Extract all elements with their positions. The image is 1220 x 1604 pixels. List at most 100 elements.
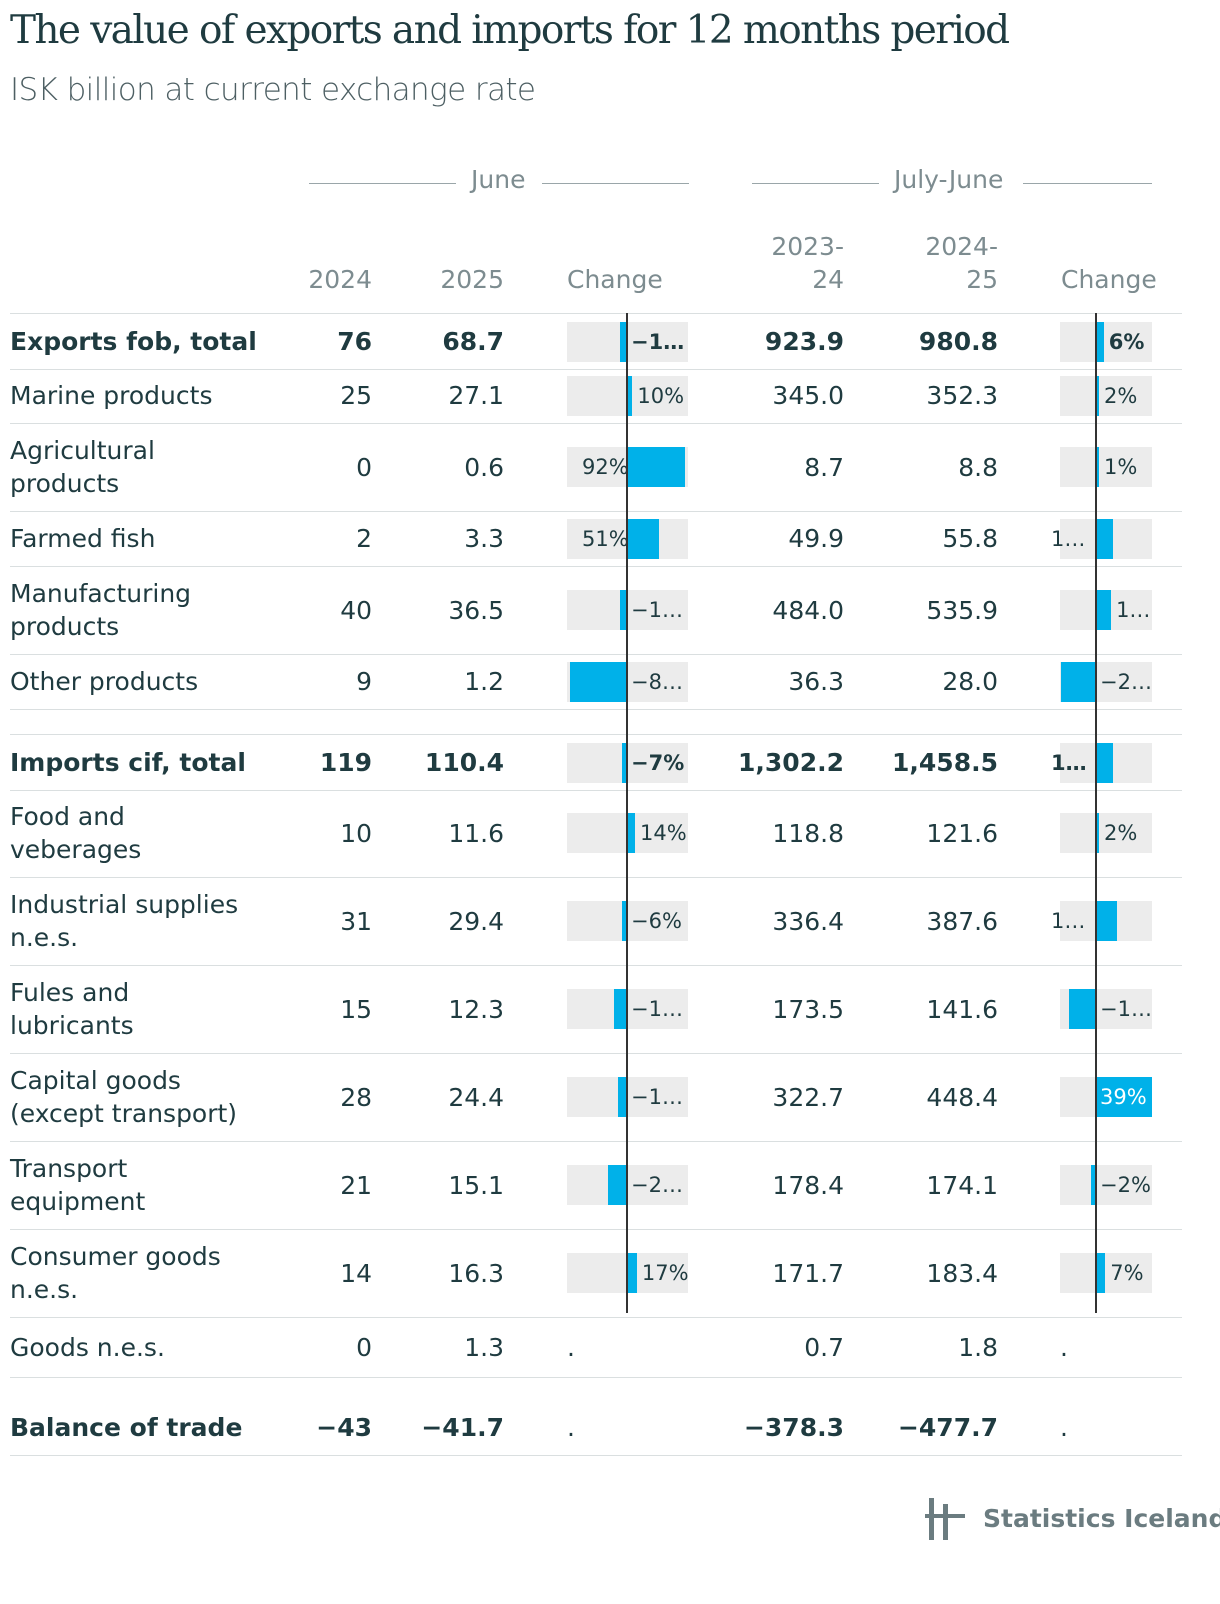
change-bar: [619, 321, 626, 362]
change-label: −7%: [631, 750, 685, 775]
cell-ytd-cur: 535.9: [926, 595, 998, 625]
row-label: Agricultural products: [10, 436, 155, 498]
change-label: 6%: [1108, 329, 1145, 354]
table-row: Industrial supplies n.e.s. 31 29.4 336.4 387…: [10, 877, 1182, 966]
group-rule: [752, 183, 879, 184]
change-label: 51%: [582, 526, 629, 551]
change-label: 10%: [637, 383, 685, 408]
change-cell: 6%: [1060, 321, 1152, 362]
cell-june-2025: 1.2: [464, 667, 504, 696]
cell-june-2024: −43: [316, 1413, 372, 1442]
change-bar: [626, 1253, 637, 1293]
change-label: −1…: [631, 329, 685, 354]
change-bar: [626, 375, 633, 416]
change-bar: [626, 518, 659, 559]
change-cell: −1…: [1060, 989, 1152, 1029]
statistics-iceland-logo-icon: [925, 1498, 965, 1540]
change-cell: −2…: [1060, 661, 1152, 702]
cell-june-2025: 1.3: [464, 1332, 504, 1362]
cell-ytd-cur: 174.1: [926, 1170, 998, 1200]
cell-ytd-prev: 322.7: [772, 1082, 844, 1112]
column-header-june-2024: 2024: [308, 265, 372, 294]
change-label: −1…: [1100, 997, 1152, 1021]
cell-ytd-prev: 8.7: [804, 452, 844, 482]
cell-june-2025: 27.1: [448, 381, 504, 410]
change-cell: 39%: [1060, 1077, 1152, 1117]
change-label: 2%: [1104, 383, 1138, 408]
row-label: Fules and lubricants: [10, 978, 134, 1040]
row-label: Exports fob, total: [10, 327, 257, 356]
table-row: Transport equipment 21 15.1 178.4 174.1 −2… −2…: [10, 1141, 1182, 1230]
change-bar: [622, 901, 626, 941]
row-label: Consumer goods n.e.s.: [10, 1242, 221, 1304]
cell-june-2024: 10: [340, 818, 372, 848]
change-bar: [1095, 590, 1112, 630]
table-row: Marine products 25 27.1 345.0 352.3 10% 2%: [10, 368, 1182, 424]
change-cell: −7%: [567, 742, 688, 783]
cell-ytd-cur: 28.0: [942, 667, 998, 696]
column-header-ytd-cur: 2024- 25: [925, 230, 998, 296]
change-label: −2…: [631, 1173, 683, 1197]
cell-ytd-prev: 178.4: [772, 1170, 844, 1200]
change-bar: [1095, 375, 1099, 416]
cell-ytd-cur: 8.8: [958, 452, 998, 482]
cell-ytd-prev: 171.7: [772, 1258, 844, 1288]
group-label-ytd: July-June: [894, 165, 1004, 194]
change-label: −1…: [631, 997, 683, 1021]
column-header-ytd-prev-line2: 24: [812, 265, 844, 294]
group-label-june: June: [471, 165, 526, 194]
cell-june-2024: 28: [340, 1082, 372, 1112]
table-row: Goods n.e.s. 0 1.3 0.7 1.8..: [10, 1317, 1182, 1378]
change-label: 17%: [641, 1261, 689, 1285]
change-bar: [621, 742, 626, 783]
change-bar: [1095, 901, 1117, 941]
cell-june-2025: 11.6: [448, 818, 504, 848]
row-label: Industrial supplies n.e.s.: [10, 890, 239, 952]
change-cell: −2%: [1060, 1165, 1152, 1205]
cell-june-2024: 31: [340, 906, 372, 936]
cell-june-2025: −41.7: [421, 1413, 504, 1442]
cell-ytd-cur: 141.6: [926, 994, 998, 1024]
column-header-ytd-prev-line1: 2023-: [771, 232, 844, 261]
column-header-ytd-prev: 2023- 24: [771, 230, 844, 296]
change-bar: [626, 813, 635, 853]
cell-june-2024: 14: [340, 1258, 372, 1288]
group-header-june: June: [309, 165, 689, 199]
cell-june-2025: 29.4: [448, 906, 504, 936]
change-empty: .: [1060, 1413, 1068, 1442]
cell-ytd-prev: 1,302.2: [738, 748, 844, 777]
cell-ytd-cur: 352.3: [926, 381, 998, 410]
change-label: 39%: [1100, 1085, 1147, 1109]
change-bar: [1095, 813, 1099, 853]
change-label: −2%: [1100, 1173, 1151, 1197]
cell-june-2025: 3.3: [464, 524, 504, 553]
ytd-change-zero-axis: [1095, 313, 1097, 1313]
change-label: 2%: [1104, 821, 1138, 845]
cell-ytd-prev: 923.9: [764, 327, 844, 356]
row-label: Imports cif, total: [10, 748, 246, 777]
cell-ytd-cur: −477.7: [897, 1413, 998, 1442]
cell-june-2024: 0: [356, 452, 372, 482]
cell-ytd-prev: 0.7: [804, 1332, 844, 1362]
chart-subtitle: ISK billion at current exchange rate: [10, 72, 536, 108]
table-row: Food and veberages 10 11.6 118.8 121.6 14% 2%: [10, 789, 1182, 878]
table-row: Capital goods (except transport) 28 24.4 32…: [10, 1053, 1182, 1142]
change-bar: [1095, 321, 1104, 362]
table-row: Agricultural products 0 0.6 8.7 8.8 92% 1%: [10, 423, 1182, 512]
change-cell: 2%: [1060, 813, 1152, 853]
change-empty: .: [567, 1413, 575, 1442]
change-label: −6%: [631, 909, 682, 933]
chart-title: The value of exports and imports for 12 …: [10, 8, 1010, 53]
row-label: Capital goods (except transport): [10, 1066, 238, 1128]
change-bar: [608, 1165, 626, 1205]
cell-june-2024: 119: [319, 748, 372, 777]
brand-name: Statistics Iceland: [983, 1504, 1220, 1533]
cell-june-2025: 24.4: [448, 1082, 504, 1112]
change-label: 1…: [1051, 750, 1087, 775]
column-header-ytd-change: Change: [1061, 265, 1157, 294]
change-cell: 1…: [1051, 901, 1152, 941]
change-bar: [1095, 1077, 1152, 1117]
table-row: Farmed fish 2 3.3 49.9 55.8 51% 1…: [10, 511, 1182, 567]
change-bar: [1068, 989, 1095, 1029]
table-row: Exports fob, total 76 68.7 923.9 980.8 −1… 6%: [10, 313, 1182, 370]
